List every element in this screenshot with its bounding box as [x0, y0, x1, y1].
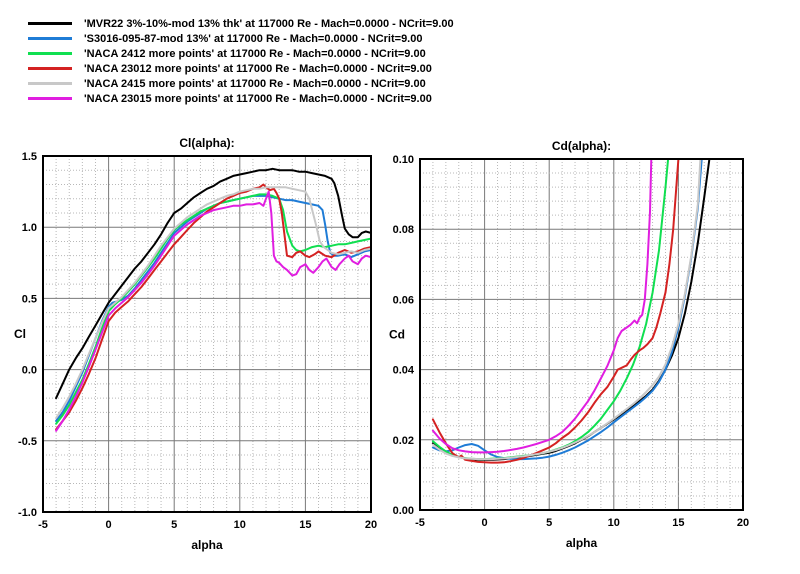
polar-curve — [431, 159, 680, 464]
chart-title: Cd(alpha): — [552, 139, 611, 153]
x-tick-label: 15 — [672, 517, 684, 529]
y-tick-label: 0.00 — [393, 505, 414, 517]
x-axis-label: alpha — [191, 538, 223, 552]
cd-alpha-chart: Cd(alpha): 0.10 0.08 0.06 0.04 0.02 0.00-5 0 5 10… — [389, 139, 749, 550]
x-tick-label: -5 — [415, 517, 425, 529]
y-tick-label: 0.08 — [393, 224, 414, 236]
legend-line-swatch — [28, 82, 72, 85]
legend-label: 'MVR22 3%-10%-mod 13% thk' at 117000 Re … — [84, 17, 454, 30]
legend-entry[interactable]: 'MVR22 3%-10%-mod 13% thk' at 117000 Re … — [28, 16, 454, 31]
y-axis-label: Cl — [14, 327, 26, 341]
polar-curve — [55, 167, 371, 400]
y-tick-label: 0.0 — [22, 365, 37, 377]
y-tick-label: -0.5 — [18, 436, 37, 448]
legend-entry[interactable]: 'NACA 23015 more points' at 117000 Re - … — [28, 91, 454, 106]
polar-curve — [431, 159, 670, 461]
grid — [43, 156, 371, 512]
x-tick-label: 10 — [234, 519, 246, 531]
polar-curve — [55, 190, 371, 432]
grid — [420, 159, 743, 510]
y-tick-label: 0.10 — [393, 154, 414, 166]
plot-area[interactable] — [42, 155, 372, 513]
legend-label: 'NACA 2415 more points' at 117000 Re - M… — [84, 77, 426, 90]
legend-line-swatch — [28, 67, 72, 70]
polar-curve — [431, 159, 703, 461]
legend-label: 'NACA 23012 more points' at 117000 Re - … — [84, 62, 432, 75]
y-axis-label: Cd — [389, 328, 405, 342]
polar-curve — [431, 159, 711, 461]
x-tick-label: 15 — [299, 519, 311, 531]
legend-entry[interactable]: 'S3016-095-87-mod 13%' at 117000 Re - Ma… — [28, 31, 454, 46]
legend-entry[interactable]: 'NACA 2412 more points' at 117000 Re - M… — [28, 46, 454, 61]
polar-curve — [55, 186, 371, 419]
x-tick-label: 20 — [365, 519, 377, 531]
x-tick-label: 5 — [171, 519, 177, 531]
legend-label: 'NACA 2412 more points' at 117000 Re - M… — [84, 47, 426, 60]
x-tick-label: 20 — [737, 517, 749, 529]
x-tick-label: 5 — [546, 517, 552, 529]
series-group — [55, 167, 371, 432]
legend-entry[interactable]: 'NACA 2415 more points' at 117000 Re - M… — [28, 76, 454, 91]
x-tick-label: 10 — [608, 517, 620, 529]
x-axis-label: alpha — [566, 536, 598, 550]
y-tick-label: 1.5 — [22, 151, 37, 163]
legend-line-swatch — [28, 97, 72, 100]
polar-curve — [431, 159, 653, 454]
y-tick-label: 0.5 — [22, 293, 37, 305]
x-tick-label: 0 — [482, 517, 488, 529]
legend-line-swatch — [28, 52, 72, 55]
polar-curve — [431, 159, 702, 461]
cl-alpha-chart: Cl(alpha): 1.5 1.0 0.5 0.0 -0.5 -1.0-5 0 5 10 15 20… — [14, 136, 377, 552]
legend-entry[interactable]: 'NACA 23012 more points' at 117000 Re - … — [28, 61, 454, 76]
y-tick-label: 1.0 — [22, 222, 37, 234]
plot-area[interactable] — [419, 158, 744, 511]
polar-curve — [55, 183, 371, 431]
x-tick-label: 0 — [106, 519, 112, 531]
chart-title: Cl(alpha): — [179, 136, 234, 150]
y-tick-label: -1.0 — [18, 507, 37, 519]
series-group — [431, 159, 711, 464]
legend-line-swatch — [28, 37, 72, 40]
legend-line-swatch — [28, 22, 72, 25]
legend-label: 'S3016-095-87-mod 13%' at 117000 Re - Ma… — [84, 32, 423, 45]
y-tick-label: 0.04 — [393, 365, 415, 377]
legend: 'MVR22 3%-10%-mod 13% thk' at 117000 Re … — [28, 16, 454, 106]
x-tick-label: -5 — [38, 519, 48, 531]
y-tick-label: 0.06 — [393, 294, 414, 306]
y-tick-label: 0.02 — [393, 435, 414, 447]
legend-label: 'NACA 23015 more points' at 117000 Re - … — [84, 92, 432, 105]
